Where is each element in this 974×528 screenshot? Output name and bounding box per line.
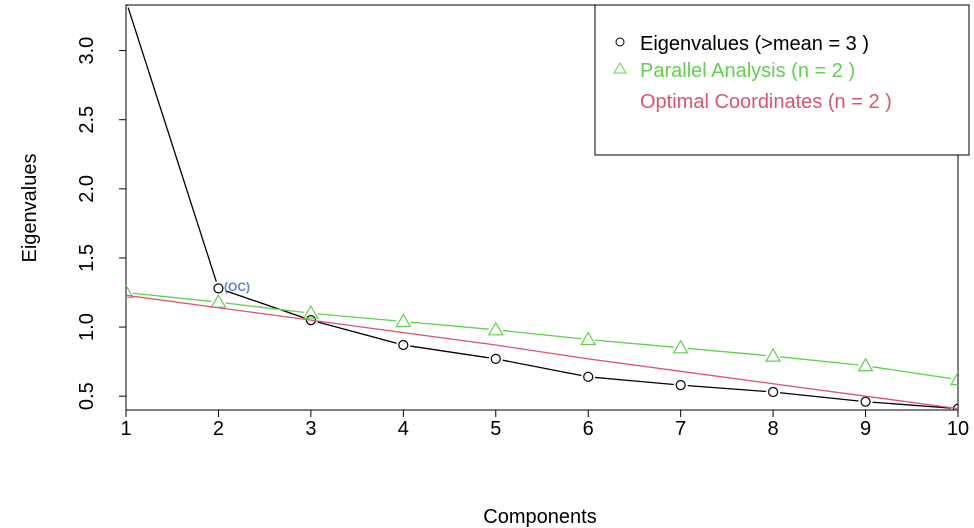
legend: Eigenvalues (>mean = 3 ) Parallel Analys… xyxy=(594,4,970,156)
eigenvalues-line-segment xyxy=(687,384,767,393)
parallel-analysis-point xyxy=(210,293,227,308)
parallel-analysis-point xyxy=(765,347,782,362)
eigenvalue-point xyxy=(675,380,686,391)
parallel-analysis-line-segment xyxy=(502,329,582,340)
x-tick-label: 4 xyxy=(398,418,409,440)
x-tick-label: 1 xyxy=(120,418,131,440)
parallel-analysis-line-segment xyxy=(225,302,305,314)
x-tick-label: 7 xyxy=(675,418,686,440)
parallel-analysis-point xyxy=(672,339,689,354)
y-tick-label: 1.0 xyxy=(76,313,98,341)
parallel-analysis-point xyxy=(857,357,874,372)
optimal-coordinates-line xyxy=(126,294,958,410)
eigenvalue-point xyxy=(583,371,594,382)
legend-eigen-marker xyxy=(615,37,625,47)
parallel-analysis-point xyxy=(949,371,958,386)
y-tick-label: 1.5 xyxy=(76,244,98,272)
eigenvalues-line-segment xyxy=(410,345,489,359)
y-tick-label: 2.0 xyxy=(76,175,98,203)
plot-area xyxy=(125,4,959,411)
eigenvalue-point xyxy=(768,386,779,398)
eigenvalues-line-segment xyxy=(780,392,859,402)
eigenvalue-point xyxy=(398,339,409,351)
parallel-analysis-line-segment xyxy=(872,366,952,380)
legend-parallel-label: Parallel Analysis (n = 2 ) xyxy=(640,60,855,82)
y-tick-label: 2.5 xyxy=(76,106,98,134)
legend-parallel-marker xyxy=(613,62,627,74)
eigenvalue-point xyxy=(490,353,501,364)
x-tick-label: 2 xyxy=(213,418,224,440)
axes: 1 2 3 4 5 6 7 8 9 10 0.5 1.0 1.5 2.0 2.5 3.0 xyxy=(76,37,969,440)
parallel-analysis-point xyxy=(126,284,135,299)
parallel-analysis-line-segment xyxy=(780,356,859,366)
parallel-analysis-line-segment xyxy=(410,321,489,330)
x-tick-label: 9 xyxy=(860,418,871,440)
eigenvalue-point xyxy=(860,396,871,407)
parallel-analysis-point xyxy=(395,313,412,328)
eigenvalues-line-segment xyxy=(224,290,305,319)
x-tick-label: 6 xyxy=(583,418,594,440)
series-layer xyxy=(126,5,958,410)
x-tick-label: 10 xyxy=(947,418,969,440)
x-tick-label: 8 xyxy=(768,418,779,440)
parallel-analysis-point xyxy=(487,321,504,336)
legend-optimal-label: Optimal Coordinates (n = 2 ) xyxy=(640,91,892,113)
eigenvalues-line-segment xyxy=(595,376,674,386)
y-tick-label: 3.0 xyxy=(76,37,98,65)
plot-frame xyxy=(125,4,959,411)
eigenvalues-line-segment xyxy=(502,359,582,377)
eigenvalues-line-segment xyxy=(872,401,952,409)
x-tick-label: 3 xyxy=(305,418,316,440)
legend-eigen-label: Eigenvalues (>mean = 3 ) xyxy=(640,33,869,55)
oc-annotation: (OC) xyxy=(224,280,250,294)
parallel-analysis-line-segment xyxy=(317,313,397,322)
parallel-analysis-point xyxy=(302,305,319,319)
legend-box xyxy=(594,4,970,156)
parallel-analysis-line-segment xyxy=(595,339,674,348)
eigenvalues-line-segment xyxy=(317,321,397,344)
eigenvalues-line-segment xyxy=(127,7,217,282)
y-tick-label: 0.5 xyxy=(76,382,98,410)
x-axis-label: Components xyxy=(483,506,596,528)
parallel-analysis-point xyxy=(580,331,597,346)
x-tick-label: 5 xyxy=(490,418,501,440)
eigenvalue-point xyxy=(213,283,224,294)
parallel-analysis-line-segment xyxy=(687,347,767,357)
parallel-analysis-line-segment xyxy=(132,292,212,303)
y-axis-label: Eigenvalues xyxy=(19,154,41,263)
